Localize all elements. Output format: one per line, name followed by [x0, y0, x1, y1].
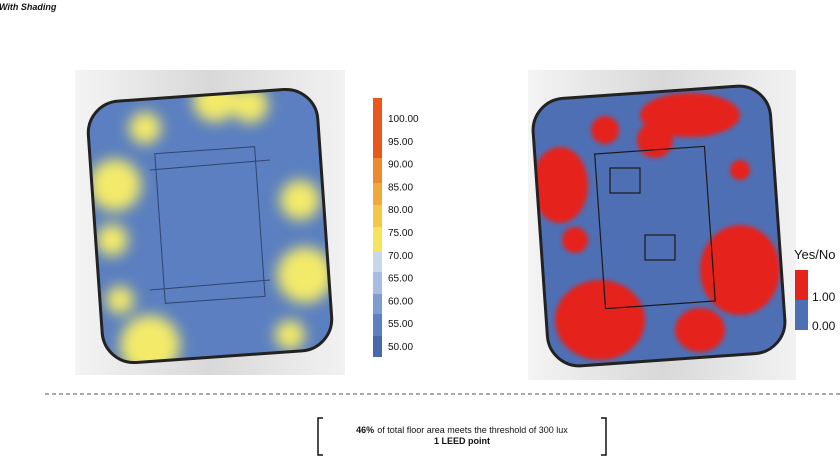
scale-label: 65.00: [388, 274, 413, 285]
scale-label: 70.00: [388, 251, 413, 262]
scale-label: 95.00: [388, 137, 413, 148]
legend-swatch: [795, 300, 808, 330]
title: With Shading: [0, 2, 57, 12]
bracket: [317, 417, 607, 456]
scale-label: 100.00: [388, 114, 419, 125]
scale-label: 75.00: [388, 228, 413, 239]
legend-label: 1.00: [812, 290, 836, 304]
scale-label: 50.00: [388, 342, 413, 353]
floor-outline: [531, 84, 787, 368]
summary-line: 46% of total floor area meets the thresho…: [356, 425, 568, 435]
legend-label: 0.00: [812, 319, 836, 333]
legend-title: Yes/No: [794, 247, 835, 262]
scale-label: 90.00: [388, 160, 413, 171]
summary-text: of total floor area meets the threshold …: [377, 425, 568, 435]
threshold-map: [530, 84, 788, 368]
scale-label: 80.00: [388, 205, 413, 216]
scale-labels: 100.00 95.00 90.00 85.00 80.00 75.00 70.00 65.0…: [388, 114, 419, 353]
percent: 46%: [356, 425, 374, 435]
scale-label: 60.00: [388, 296, 413, 307]
legend-swatch: [795, 270, 808, 300]
illuminance-map: [86, 87, 334, 365]
scale-label: 55.00: [388, 319, 413, 330]
leed-points: 1 LEED point: [434, 436, 490, 446]
color-scale: [373, 98, 382, 357]
scale-label: 85.00: [388, 182, 413, 193]
floor-outline: [86, 87, 334, 365]
